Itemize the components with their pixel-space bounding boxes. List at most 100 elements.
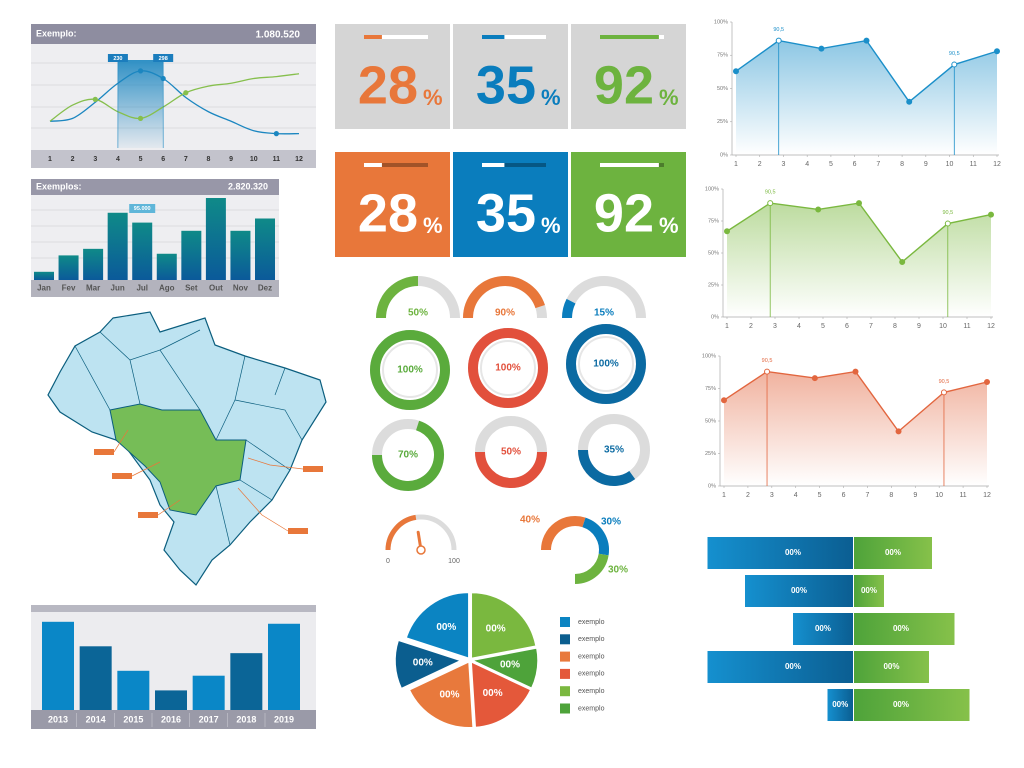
y-tick-label: 100% bbox=[714, 19, 728, 25]
series-dot bbox=[994, 48, 1000, 55]
x-tick-label: 7 bbox=[184, 156, 188, 163]
y-tick-label: 0% bbox=[720, 152, 728, 158]
tile-indicator bbox=[364, 163, 382, 167]
gauge-inner bbox=[480, 340, 536, 396]
area-fill bbox=[724, 371, 987, 486]
bar bbox=[79, 646, 112, 710]
bar-label: 00% bbox=[883, 662, 899, 671]
x-tick-label: 12 bbox=[295, 156, 303, 163]
gauge-label: 100% bbox=[593, 359, 619, 370]
annotation: 90,5 bbox=[942, 210, 953, 216]
tile-unit: % bbox=[659, 85, 679, 110]
bar-label: 00% bbox=[893, 700, 909, 709]
tile-value: 35 bbox=[476, 183, 536, 243]
x-tick-label: 2018 bbox=[236, 714, 256, 724]
split-gauge-label: 40% bbox=[520, 515, 540, 526]
x-tick-label: 2 bbox=[71, 156, 75, 163]
gauge-value bbox=[562, 298, 576, 319]
y-tick-label: 0% bbox=[711, 314, 719, 320]
split-gauge-segment bbox=[582, 517, 609, 556]
gauge-label: 70% bbox=[398, 450, 418, 461]
panel-title: Exemplo: bbox=[36, 28, 77, 38]
legend-label: exemplo bbox=[578, 671, 605, 678]
series-dot bbox=[775, 37, 782, 44]
tile-unit: % bbox=[541, 213, 561, 238]
pie-slice bbox=[405, 591, 470, 660]
tile bbox=[335, 24, 450, 129]
y-tick-label: 25% bbox=[717, 119, 728, 125]
x-tick-label: 12 bbox=[987, 323, 995, 330]
gauge-label: 15% bbox=[594, 308, 614, 319]
bar-right bbox=[854, 537, 932, 569]
x-tick-label: 2017 bbox=[199, 714, 219, 724]
x-tick-label: 7 bbox=[876, 161, 880, 168]
x-tick-label: 10 bbox=[250, 156, 258, 163]
x-tick-label: 6 bbox=[842, 492, 846, 499]
series-dot bbox=[852, 368, 859, 375]
x-tick-label: 4 bbox=[116, 156, 120, 163]
x-tick-label: 2 bbox=[749, 323, 753, 330]
tile-indicator-track bbox=[482, 35, 546, 39]
series-dot bbox=[721, 397, 727, 404]
annotation: 90,5 bbox=[949, 51, 960, 57]
panel-header bbox=[31, 24, 316, 44]
bar-label: 00% bbox=[885, 548, 901, 557]
bar bbox=[107, 212, 128, 280]
y-tick-label: 100% bbox=[705, 186, 719, 192]
y-tick-label: 50% bbox=[717, 86, 728, 92]
x-tick-label: 12 bbox=[993, 161, 1001, 168]
y-tick-label: 75% bbox=[708, 218, 719, 224]
gauge-label: 50% bbox=[408, 308, 428, 319]
callout-label: 298 bbox=[159, 56, 168, 62]
map-callout bbox=[94, 449, 114, 455]
x-tick-label: 2016 bbox=[161, 714, 181, 724]
map-callout bbox=[288, 528, 308, 534]
pie-slice bbox=[408, 660, 474, 729]
x-tick-label: 6 bbox=[161, 156, 165, 163]
map bbox=[47, 311, 327, 586]
gauge-value bbox=[566, 324, 646, 404]
annotation: 90,5 bbox=[773, 27, 784, 33]
x-tick-label: 3 bbox=[782, 161, 786, 168]
gauge-label: 50% bbox=[501, 447, 521, 458]
x-tick-label: 7 bbox=[869, 323, 873, 330]
split-gauge-label: 30% bbox=[601, 517, 621, 528]
x-tick-label: 2015 bbox=[123, 714, 143, 724]
x-tick-label: 3 bbox=[770, 492, 774, 499]
bar-left bbox=[827, 689, 853, 721]
tile-indicator bbox=[482, 35, 505, 39]
x-tick-label: 5 bbox=[139, 156, 143, 163]
bar bbox=[230, 230, 251, 280]
bar bbox=[268, 623, 300, 710]
bar bbox=[192, 675, 225, 710]
x-tick-label: 2 bbox=[758, 161, 762, 168]
y-tick-label: 50% bbox=[708, 250, 719, 256]
x-tick-label: 1 bbox=[48, 156, 52, 163]
area-fill bbox=[736, 40, 997, 156]
series-dot bbox=[944, 220, 951, 227]
bar bbox=[230, 653, 263, 710]
pie-slice bbox=[394, 639, 464, 690]
split-gauge-label: 30% bbox=[608, 565, 628, 576]
y-tick-label: 100% bbox=[702, 353, 716, 359]
y-tick-label: 50% bbox=[705, 418, 716, 424]
map-callouts bbox=[94, 449, 323, 534]
split-gauge-segment bbox=[574, 553, 609, 584]
tile-indicator-track bbox=[364, 163, 428, 167]
series-dot bbox=[863, 37, 870, 44]
x-tick-label: Set bbox=[185, 284, 198, 293]
slice-label: 00% bbox=[483, 688, 503, 699]
gauge-value bbox=[468, 328, 548, 408]
bar-label: 00% bbox=[815, 624, 831, 633]
gauge-value bbox=[578, 449, 636, 486]
x-tick-label: 7 bbox=[866, 492, 870, 499]
callout-label: 230 bbox=[113, 56, 122, 62]
annotation: 90,5 bbox=[762, 358, 773, 364]
series-dot bbox=[183, 90, 189, 96]
area-fill bbox=[727, 203, 991, 317]
x-tick-label: 5 bbox=[821, 323, 825, 330]
bar bbox=[58, 255, 79, 280]
x-tick-label: Nov bbox=[233, 284, 249, 293]
series-dot bbox=[724, 228, 730, 235]
